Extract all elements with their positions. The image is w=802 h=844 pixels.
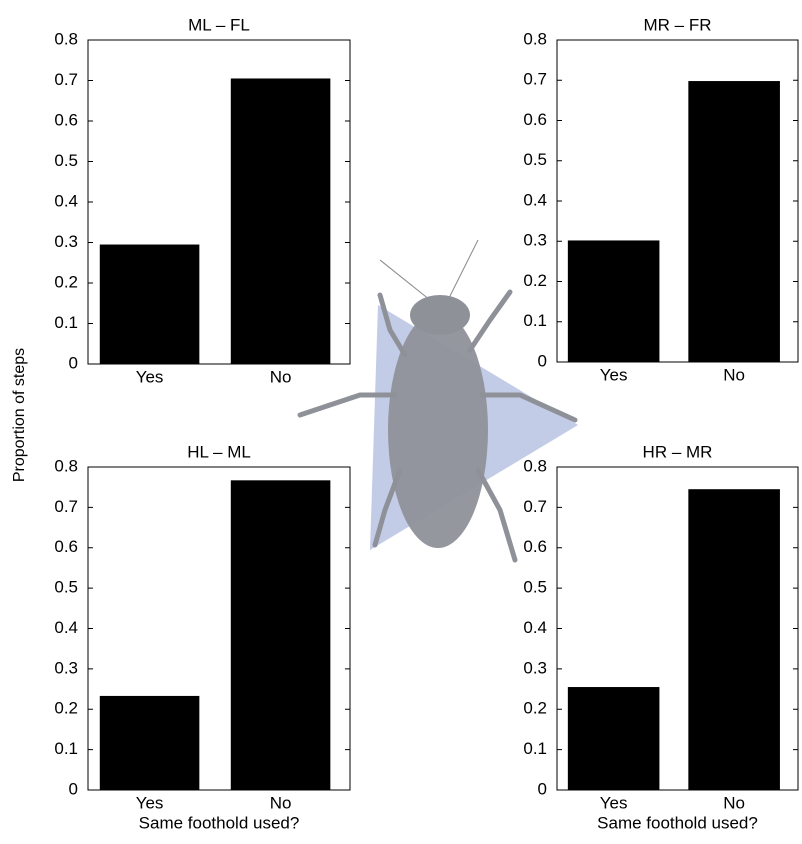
bar: [99, 244, 200, 364]
y-tick-label: 0.5: [523, 578, 547, 597]
y-tick-label: 0.3: [523, 231, 547, 250]
y-tick-label: 0.7: [523, 497, 547, 516]
y-tick-label: 0.2: [523, 271, 547, 290]
y-tick-label: 0.7: [523, 70, 547, 89]
y-tick-label: 0.8: [523, 29, 547, 48]
bar: [567, 687, 660, 790]
y-tick-label: 0: [69, 779, 78, 798]
y-tick-label: 0.2: [54, 699, 78, 718]
x-tick-label: Yes: [600, 793, 628, 812]
bar: [567, 240, 660, 362]
body: [388, 312, 488, 548]
subplot-title: ML – FL: [188, 15, 250, 34]
y-tick-label: 0.6: [523, 537, 547, 556]
axes-box: [556, 466, 799, 791]
y-tick-label: 0.3: [54, 232, 78, 251]
axes-box: [556, 39, 799, 363]
y-tick-label: 0.6: [54, 537, 78, 556]
antennae: [379, 239, 479, 301]
y-tick-label: 0.1: [523, 739, 547, 758]
y-tick-label: 0.3: [54, 658, 78, 677]
y-tick-label: 0: [538, 779, 547, 798]
y-tick-label: 0.4: [523, 190, 547, 209]
y-tick-label: 0.1: [523, 311, 547, 330]
x-tick-label: No: [723, 365, 745, 384]
subplot-title: MR – FR: [644, 15, 712, 34]
x-tick-label: Yes: [136, 367, 164, 386]
y-tick-label: 0.6: [54, 110, 78, 129]
subplot-title: HL – ML: [187, 442, 251, 461]
y-tick-label: 0.1: [54, 739, 78, 758]
subplot-title: HR – MR: [643, 442, 713, 461]
x-tick-label: No: [723, 793, 745, 812]
y-tick-label: 0.8: [523, 456, 547, 475]
axes-box: [87, 466, 351, 791]
bar: [99, 695, 200, 790]
bar: [688, 489, 780, 790]
x-tick-label: No: [270, 367, 292, 386]
y-tick-label: 0.5: [54, 151, 78, 170]
y-tick-label: 0.8: [54, 29, 78, 48]
y-tick-label: 0.2: [523, 699, 547, 718]
y-tick-label: 0.6: [523, 110, 547, 129]
x-axis-label: Same foothold used?: [597, 813, 758, 832]
x-tick-label: Yes: [600, 365, 628, 384]
y-tick-label: 0.2: [54, 272, 78, 291]
y-tick-label: 0.7: [54, 70, 78, 89]
y-axis-label: Proportion of steps: [11, 348, 28, 482]
y-tick-label: 0.7: [54, 497, 78, 516]
bar: [230, 480, 331, 790]
y-tick-label: 0.4: [54, 191, 78, 210]
y-tick-label: 0: [69, 353, 78, 372]
x-axis-label: Same foothold used?: [139, 813, 300, 832]
cockroach-illustration: [297, 239, 578, 563]
bar: [230, 78, 331, 364]
y-tick-label: 0: [538, 351, 547, 370]
y-tick-label: 0.5: [54, 578, 78, 597]
y-tick-label: 0.8: [54, 456, 78, 475]
y-tick-label: 0.5: [523, 150, 547, 169]
y-tick-label: 0.3: [523, 658, 547, 677]
y-tick-label: 0.1: [54, 313, 78, 332]
x-tick-label: Yes: [136, 793, 164, 812]
y-tick-label: 0.4: [523, 618, 547, 637]
y-tick-label: 0.4: [54, 618, 78, 637]
bar: [688, 81, 780, 363]
x-tick-label: No: [270, 793, 292, 812]
axes-box: [87, 39, 351, 365]
